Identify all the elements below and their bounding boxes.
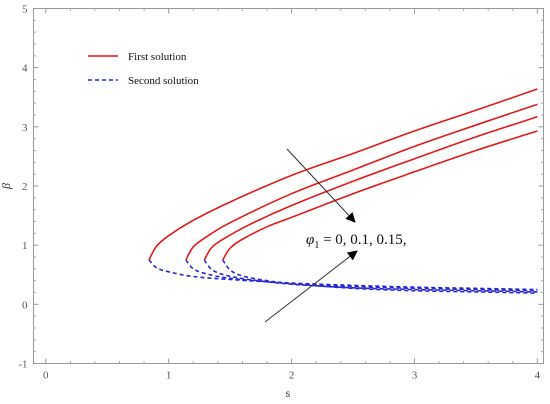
- legend-label-second: Second solution: [128, 75, 199, 87]
- annotation-arrow-down: [286, 148, 356, 223]
- x-tick-label: 2: [289, 370, 295, 382]
- x-axis-label: s: [286, 386, 291, 400]
- y-tick-label: 3: [22, 122, 28, 134]
- x-tick-label: 1: [166, 370, 172, 382]
- annotation-subscript: 1: [314, 240, 319, 251]
- legend-label-first: First solution: [128, 51, 187, 63]
- series-group: [148, 88, 538, 294]
- second-solution-curve-2: [203, 259, 538, 293]
- annotation-arrow-up: [264, 250, 358, 323]
- y-tick-label: 2: [22, 181, 28, 193]
- legend: First solution Second solution: [88, 51, 199, 87]
- y-tick-label: -1: [18, 359, 27, 371]
- tick-labels: 0 1 2 3 4 -1 0 1 2 3 4 5: [18, 4, 540, 382]
- y-tick-label: 1: [22, 240, 28, 252]
- x-tick-label: 0: [43, 370, 49, 382]
- axis-ticks: [33, 8, 544, 364]
- first-solution-curve-0: [148, 88, 538, 261]
- second-solution-curve-3: [222, 259, 538, 294]
- annotation-symbol: φ: [306, 232, 314, 248]
- x-tick-label: 4: [535, 370, 541, 382]
- y-tick-label: 5: [22, 4, 28, 16]
- y-axis-label: β: [0, 183, 13, 190]
- y-tick-label: 4: [22, 63, 28, 75]
- second-solution-curve-1: [185, 259, 538, 292]
- plot-frame: [33, 8, 544, 364]
- y-tick-label: 0: [22, 299, 28, 311]
- first-solution-curve-1: [185, 103, 538, 261]
- x-tick-label: 3: [412, 370, 418, 382]
- first-solution-curve-2: [203, 116, 538, 261]
- annotation-values: = 0, 0.1, 0.15,: [319, 232, 406, 248]
- annotation-phi-label: φ1 = 0, 0.1, 0.15,: [306, 232, 407, 251]
- first-solution-curve-3: [222, 130, 538, 261]
